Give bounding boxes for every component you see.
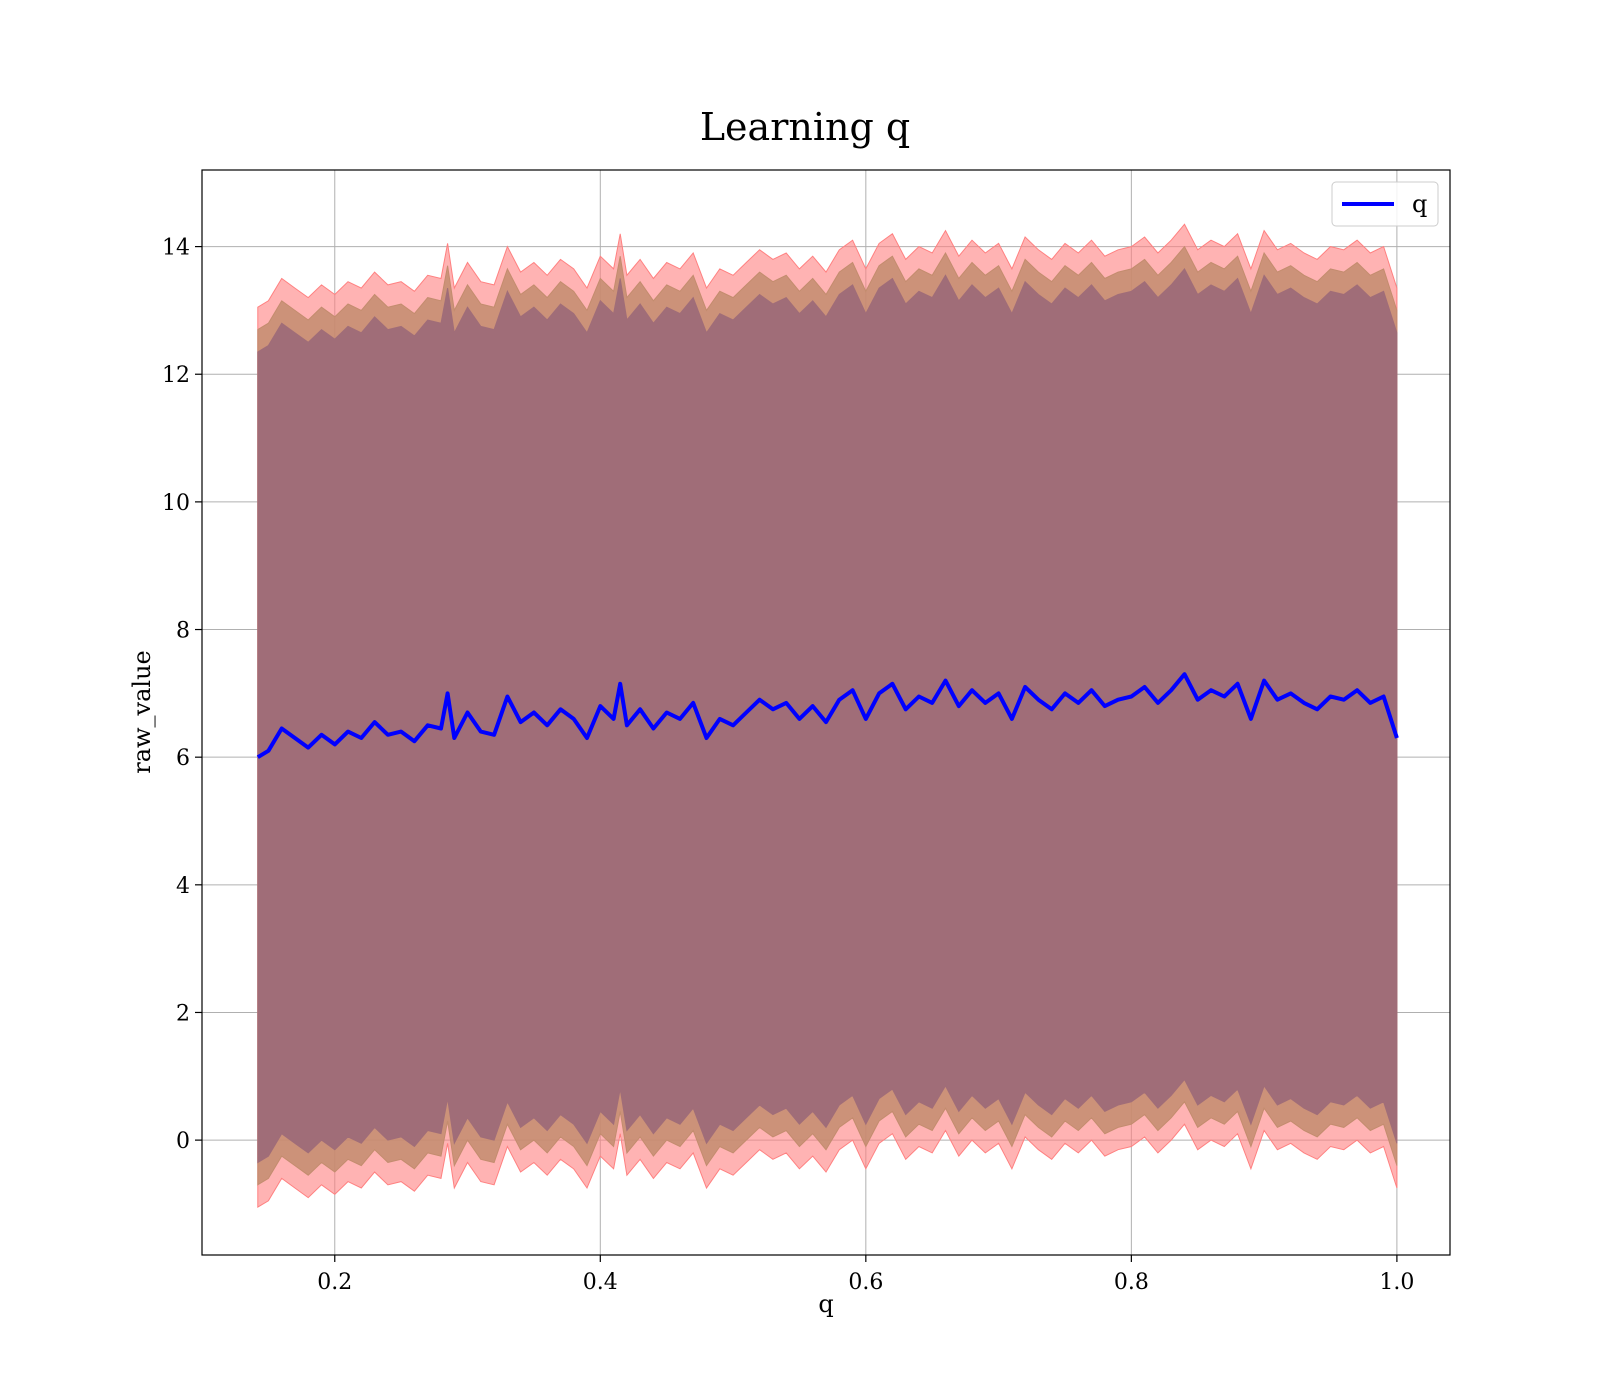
legend: q — [1331, 181, 1439, 227]
band-inner — [257, 267, 1398, 1164]
x-tick-label: 0.2 — [317, 1270, 352, 1295]
x-tick-label: 0.8 — [1114, 1270, 1149, 1295]
y-axis-label: raw_value — [128, 650, 156, 774]
x-axis-label: q — [818, 1290, 833, 1318]
series-q — [256, 672, 1399, 759]
series-line-q — [256, 672, 1399, 759]
y-tick-label: 4 — [176, 874, 190, 899]
plot-frame — [201, 169, 1451, 1256]
y-tick-label: 10 — [162, 491, 190, 516]
y-tick-label: 2 — [176, 1001, 190, 1026]
y-tick-label: 12 — [162, 363, 190, 388]
x-tick-label: 0.4 — [583, 1270, 618, 1295]
x-tick-label: 0.6 — [848, 1270, 883, 1295]
chart-title: Learning q — [700, 105, 910, 149]
axis-ticks: 0.2 0.4 0.6 0.8 1.0 0 2 4 6 8 10 12 14 — [162, 236, 1414, 1295]
y-tick-label: 0 — [176, 1129, 190, 1154]
y-tick-label: 14 — [162, 236, 190, 261]
legend-label-q: q — [1412, 190, 1427, 218]
x-tick-label: 1.0 — [1379, 1270, 1414, 1295]
y-tick-label: 6 — [176, 746, 190, 771]
confidence-bands — [257, 223, 1398, 1208]
y-tick-label: 8 — [176, 619, 190, 644]
